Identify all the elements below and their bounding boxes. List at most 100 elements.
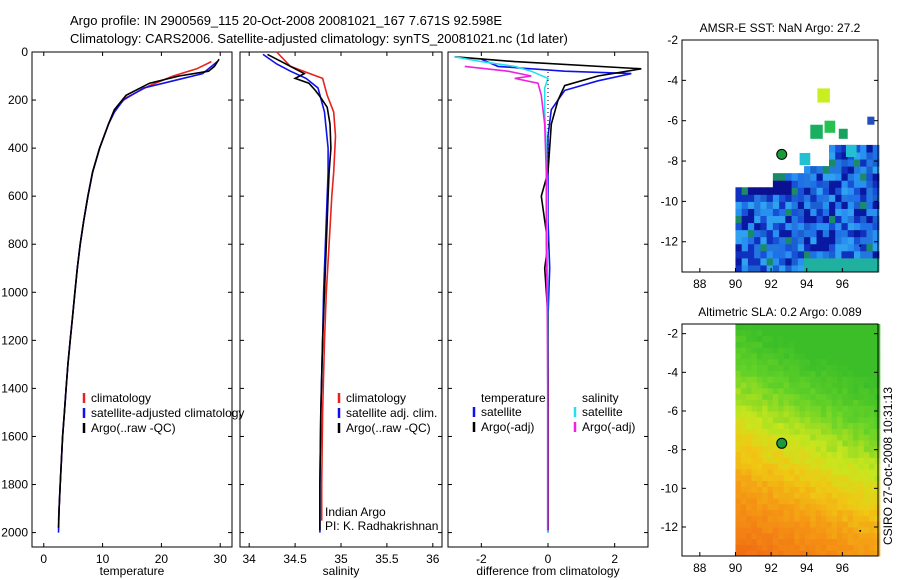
- amsr-sst-cell: [841, 236, 849, 245]
- sla-cell: [799, 347, 806, 354]
- sla-cell: [853, 434, 859, 441]
- sla-cell: [799, 329, 806, 337]
- amsr-sst-cell: [779, 222, 786, 231]
- sla-cell: [831, 463, 838, 470]
- sla-cell: [788, 550, 795, 557]
- sla-cell: [735, 440, 742, 447]
- sla-cell: [831, 457, 838, 464]
- sla-cell: [842, 347, 849, 354]
- sla-cell: [767, 416, 774, 424]
- amsr-sst-cell: [816, 243, 824, 252]
- amsr-sst-cell: [829, 187, 836, 195]
- amsr-sst-cell: [829, 151, 836, 160]
- amsr-sst-cell: [810, 173, 818, 181]
- sla-cell: [767, 521, 774, 528]
- sla-cell: [740, 538, 747, 545]
- sla-cell: [788, 382, 795, 389]
- difference-series-line: [480, 58, 632, 533]
- sla-cell: [762, 527, 769, 534]
- sla-cell: [756, 364, 763, 371]
- sla-cell: [831, 387, 838, 395]
- sla-cell: [751, 486, 758, 493]
- amsr-sst-cell: [810, 208, 818, 217]
- sla-cell: [874, 463, 881, 470]
- sla-cell: [778, 329, 785, 337]
- salinity-xlabel: salinity: [323, 564, 360, 578]
- amsr-sst-cell: [841, 215, 849, 224]
- sla-cell: [874, 411, 881, 418]
- sla-cell: [837, 474, 843, 482]
- sla-cell: [837, 335, 843, 342]
- amsr-sst-cell: [860, 215, 867, 224]
- sla-cell: [735, 358, 742, 366]
- sla-cell: [847, 492, 854, 499]
- sla-cell: [804, 515, 811, 522]
- sla-cell: [788, 445, 795, 453]
- sla-cell: [858, 353, 865, 360]
- sla-cell: [863, 445, 870, 453]
- sla-cell: [788, 544, 795, 551]
- sla-cell: [756, 329, 763, 337]
- amsr-sst-cell: [822, 236, 830, 245]
- sla-cell: [853, 382, 859, 389]
- amsr-sst-cell: [810, 257, 818, 266]
- amsr-sst-cell: [841, 144, 849, 153]
- figure-title-line1: Argo profile: IN 2900569_115 20-Oct-2008…: [70, 13, 502, 28]
- sla-cell: [863, 399, 870, 406]
- difference-legend-temperature-title: temperature: [481, 391, 546, 405]
- sla-cell: [863, 521, 870, 528]
- sla-cell: [751, 463, 758, 470]
- amsr-sst-cell: [779, 194, 786, 202]
- sla-cell: [842, 445, 849, 453]
- salinity-annotation-line: PI: K. Radhakrishnan: [325, 519, 438, 533]
- amsr-sst-cell: [747, 194, 755, 202]
- sla-cell: [794, 521, 801, 528]
- sla-cell: [831, 370, 838, 377]
- sla-cell: [778, 387, 785, 395]
- sla-cell: [788, 492, 795, 499]
- sla-cell: [810, 498, 817, 505]
- sla-cell: [751, 474, 758, 482]
- sla-cell: [847, 422, 854, 429]
- amsr-sst-cell: [841, 173, 849, 181]
- amsr-sst-cell: [785, 173, 793, 181]
- sla-cell: [735, 480, 742, 487]
- sla-cell: [831, 411, 838, 418]
- sla-cell: [815, 428, 822, 435]
- sla-cell: [762, 341, 769, 348]
- amsr-sst-cell: [810, 250, 818, 259]
- difference-series-line: [454, 56, 549, 533]
- sla-cell: [831, 503, 838, 511]
- sla-cell: [869, 445, 875, 453]
- amsr-sst-cell: [829, 264, 836, 273]
- sla-cell: [746, 538, 752, 545]
- amsr-ytick-label: -12: [661, 235, 679, 249]
- sla-cell: [831, 329, 838, 337]
- sla-cell: [794, 532, 801, 540]
- sla-cell: [826, 445, 833, 453]
- amsr-sst-cell: [847, 194, 855, 202]
- salinity-panel: 34 34.5 35 35.5 36salinityclimatologysatelli…: [239, 51, 443, 578]
- sla-cell: [820, 376, 827, 383]
- sla-cell: [799, 463, 806, 470]
- amsr-sst-cell: [853, 264, 861, 273]
- sla-cell: [735, 474, 742, 482]
- sla-cell: [826, 538, 833, 545]
- sla-cell: [767, 544, 774, 551]
- sla-cell: [767, 387, 774, 395]
- sla-cell: [762, 405, 769, 412]
- sla-axes-frame: [681, 323, 879, 557]
- sla-cell: [874, 509, 881, 516]
- amsr-sst-cell: [766, 201, 774, 209]
- sla-cell: [842, 376, 849, 383]
- sla-cell: [799, 422, 806, 429]
- sla-cell: [767, 434, 774, 441]
- amsr-sst-cell: [822, 215, 830, 224]
- amsr-sst-cell: [853, 201, 861, 209]
- sla-cell: [815, 469, 822, 476]
- sla-cell: [858, 364, 865, 371]
- sla-cell: [767, 515, 774, 522]
- amsr-xtick-label: 94: [800, 277, 814, 291]
- amsr-sst-cell: [747, 236, 755, 245]
- sla-cell: [842, 393, 849, 400]
